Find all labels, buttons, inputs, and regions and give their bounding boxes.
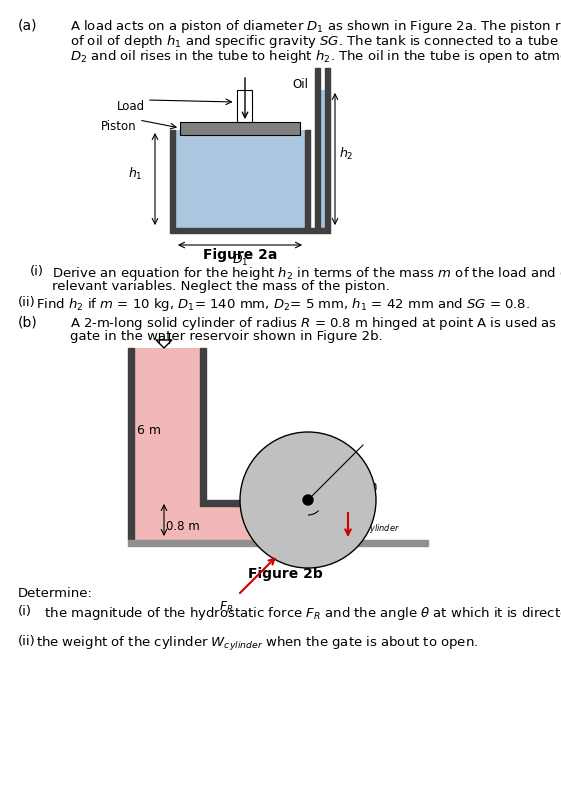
Text: the magnitude of the hydrostatic force $F_R$ and the angle $\theta$ at which it : the magnitude of the hydrostatic force $…	[36, 605, 561, 622]
Polygon shape	[175, 130, 305, 228]
Text: Load: Load	[117, 100, 145, 113]
Text: $h_1$: $h_1$	[128, 166, 143, 182]
Text: $h_2$: $h_2$	[339, 146, 353, 162]
Text: Piston: Piston	[102, 120, 137, 133]
Polygon shape	[170, 130, 175, 228]
Text: $W_{cylinder}$: $W_{cylinder}$	[353, 518, 400, 535]
Text: $D_2$ and oil rises in the tube to height $h_2$. The oil in the tube is open to : $D_2$ and oil rises in the tube to heigh…	[70, 48, 561, 65]
Text: (ii): (ii)	[18, 635, 36, 648]
Polygon shape	[310, 228, 330, 233]
Text: $D_1$: $D_1$	[232, 253, 248, 268]
Text: Derive an equation for the height $h_2$ in terms of the mass $m$ of the load and: Derive an equation for the height $h_2$ …	[52, 265, 561, 282]
Text: A load acts on a piston of diameter $D_1$ as shown in Figure 2a. The piston ride: A load acts on a piston of diameter $D_1…	[70, 18, 561, 35]
Text: of oil of depth $h_1$ and specific gravity $SG$. The tank is connected to a tube: of oil of depth $h_1$ and specific gravi…	[70, 33, 561, 50]
Text: (i): (i)	[18, 605, 32, 618]
Text: (b): (b)	[18, 315, 38, 329]
Text: Figure 2a: Figure 2a	[203, 248, 277, 262]
Polygon shape	[200, 348, 206, 500]
Text: 0.8 m: 0.8 m	[166, 520, 200, 533]
Polygon shape	[320, 90, 325, 228]
Text: 6 m: 6 m	[137, 424, 161, 437]
Polygon shape	[200, 500, 308, 540]
Text: (ii): (ii)	[18, 296, 36, 309]
Polygon shape	[134, 348, 200, 540]
Text: (a): (a)	[18, 18, 38, 32]
Polygon shape	[237, 90, 252, 122]
Text: Determine:: Determine:	[18, 587, 93, 600]
Polygon shape	[200, 500, 308, 506]
Text: $R$ = 0.8 m: $R$ = 0.8 m	[318, 480, 378, 493]
Text: the weight of the cylinder $W_{cylinder}$ when the gate is about to open.: the weight of the cylinder $W_{cylinder}…	[36, 635, 478, 653]
Polygon shape	[180, 122, 300, 135]
Text: relevant variables. Neglect the mass of the piston.: relevant variables. Neglect the mass of …	[52, 280, 390, 293]
Text: Figure 2b: Figure 2b	[247, 567, 323, 581]
Text: Oil: Oil	[292, 78, 308, 91]
Text: Find $h_2$ if $m$ = 10 kg, $D_1$= 140 mm, $D_2$= 5 mm, $h_1$ = 42 mm and $SG$ = : Find $h_2$ if $m$ = 10 kg, $D_1$= 140 mm…	[36, 296, 530, 313]
Text: (i): (i)	[30, 265, 44, 278]
Polygon shape	[305, 130, 310, 228]
Polygon shape	[315, 68, 320, 228]
Circle shape	[303, 495, 313, 505]
Polygon shape	[128, 540, 428, 546]
Text: $\theta$: $\theta$	[316, 512, 325, 526]
Polygon shape	[170, 228, 310, 233]
Text: $F_R$: $F_R$	[219, 600, 233, 615]
Text: gate in the water reservoir shown in Figure 2b.: gate in the water reservoir shown in Fig…	[70, 330, 383, 343]
Polygon shape	[325, 68, 330, 228]
Circle shape	[240, 432, 376, 568]
Text: A 2-m-long solid cylinder of radius $R$ = 0.8 m hinged at point A is used as an : A 2-m-long solid cylinder of radius $R$ …	[70, 315, 561, 332]
Text: A: A	[290, 495, 298, 508]
Polygon shape	[128, 348, 134, 540]
